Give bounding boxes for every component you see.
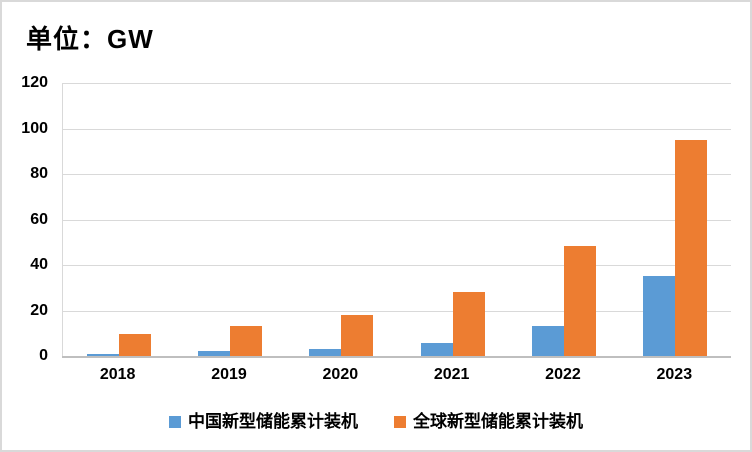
legend-item-china: 中国新型储能累计装机 xyxy=(169,412,358,432)
category-group-2022 xyxy=(508,83,619,356)
legend-label-global: 全球新型储能累计装机 xyxy=(413,412,583,431)
bar-global-2020 xyxy=(341,315,374,356)
category-group-2020 xyxy=(286,83,397,356)
legend-swatch-china xyxy=(169,416,181,428)
legend-item-global: 全球新型储能累计装机 xyxy=(394,412,583,432)
gridline-100 xyxy=(63,128,731,130)
bars-layer xyxy=(63,83,731,356)
x-tick-label-2021: 2021 xyxy=(433,366,470,383)
bar-china-2019 xyxy=(197,351,230,356)
bar-china-2022 xyxy=(531,326,564,356)
bar-global-2023 xyxy=(675,139,708,356)
chart-title: 单位：GW xyxy=(26,24,154,54)
legend-swatch-global xyxy=(394,416,406,428)
y-tick-label-40: 40 xyxy=(30,256,48,274)
y-tick-label-20: 20 xyxy=(30,301,48,319)
category-group-2018 xyxy=(63,83,174,356)
bar-global-2018 xyxy=(118,333,151,356)
x-tick-label-2022: 2022 xyxy=(545,366,581,383)
category-group-2019 xyxy=(174,83,285,356)
plot-area xyxy=(62,83,731,358)
gridline-60 xyxy=(63,219,731,221)
x-tick-label-2018: 2018 xyxy=(99,366,136,383)
gridline-120 xyxy=(63,83,731,84)
bar-china-2021 xyxy=(420,343,453,356)
y-axis-labels: 0 20 40 60 80 100 120 xyxy=(2,74,52,364)
x-tick-label-2023: 2023 xyxy=(656,366,693,383)
bar-china-2023 xyxy=(643,276,676,356)
x-axis-line xyxy=(62,356,731,358)
gridline-20 xyxy=(63,310,731,312)
x-axis-labels: 2018 2019 2020 2021 2022 2023 xyxy=(62,366,730,384)
bar-global-2019 xyxy=(229,325,262,356)
bar-china-2018 xyxy=(86,353,119,356)
y-tick-label-60: 60 xyxy=(30,210,48,228)
y-tick-label-0: 0 xyxy=(39,347,48,364)
x-tick-label-2020: 2020 xyxy=(322,366,359,383)
bar-china-2020 xyxy=(309,348,342,356)
bar-global-2022 xyxy=(563,245,596,356)
gridline-80 xyxy=(63,174,731,176)
y-tick-label-120: 120 xyxy=(21,74,48,91)
bar-global-2021 xyxy=(452,292,485,356)
gridline-40 xyxy=(63,265,731,267)
y-tick-label-100: 100 xyxy=(21,119,48,137)
legend-label-china: 中国新型储能累计装机 xyxy=(188,412,358,431)
y-tick-label-80: 80 xyxy=(30,165,48,183)
category-group-2023 xyxy=(620,83,731,356)
x-tick-label-2019: 2019 xyxy=(211,366,247,383)
legend: 中国新型储能累计装机 全球新型储能累计装机 xyxy=(2,412,750,432)
category-group-2021 xyxy=(397,83,508,356)
